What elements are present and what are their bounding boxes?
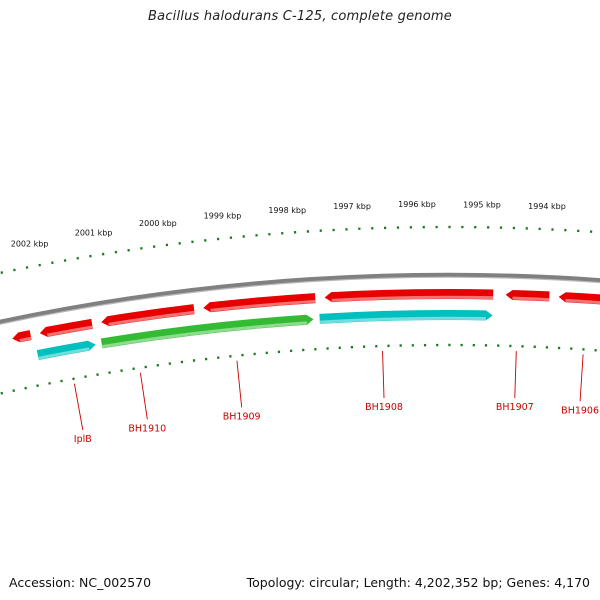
gene-label-leader (579, 354, 584, 402)
scale-tick-label: 2000 kbp (139, 219, 177, 228)
scale-tick-label: 1998 kbp (268, 206, 306, 215)
gene-arrow-shading (46, 325, 93, 337)
gene-label-leader (139, 372, 148, 420)
gene-label-leader (236, 360, 243, 408)
gene-label: BH1910 (128, 423, 166, 434)
map-title: Bacillus halodurans C-125, complete geno… (148, 9, 452, 24)
gene-arrow-shading (101, 321, 307, 349)
scale-tick-label: 1999 kbp (204, 211, 242, 220)
gene-label-leader (514, 351, 517, 399)
gene-arrow-forward (39, 318, 93, 337)
backbone-layer (0, 272, 600, 325)
gene-label: BH1909 (223, 412, 261, 423)
gene-layer (12, 289, 600, 360)
scale-tick-label: 1995 kbp (463, 200, 501, 209)
gene-label-leader (73, 383, 84, 431)
gene-arrow-shading (331, 295, 494, 302)
gene-arrow-shading (38, 347, 90, 360)
scale-tick-label: 1996 kbp (398, 200, 436, 209)
gene-arrow-shading (19, 336, 32, 343)
scale-tick-label: 2002 kbp (11, 240, 49, 249)
gene-arrow-shading (512, 296, 550, 302)
gene-arrow-shading (108, 310, 195, 326)
accession-text: Accession: NC_002570 (9, 575, 152, 590)
gene-label: BH1907 (496, 402, 534, 413)
genome-summary-text: Topology: circular; Length: 4,202,352 bp… (246, 575, 590, 590)
genome-backbone-highlight (0, 276, 600, 325)
genome-backbone (0, 272, 600, 325)
gene-arrow-shading (319, 316, 486, 324)
scale-layer: 2002 kbp 2001 kbp 2000 kbp 1999 kbp 1998 kbp… (0, 200, 597, 395)
scale-tick-label: 1994 kbp (528, 202, 566, 211)
gene-label: BH1906 (561, 405, 599, 416)
gene-label: IplB (74, 434, 92, 445)
scale-tick-label: 1997 kbp (333, 202, 371, 211)
scale-tick-label: 2001 kbp (75, 228, 113, 237)
inner-minor-tick (0, 391, 4, 395)
gene-label: BH1908 (365, 402, 403, 413)
gene-label-leader (382, 351, 385, 399)
gene-arrow-shading (210, 299, 316, 312)
gene-arrow-shading (565, 298, 600, 305)
label-layer: IplB BH1910 BH1909 BH1908 BH1907 BH1906 (74, 351, 599, 445)
